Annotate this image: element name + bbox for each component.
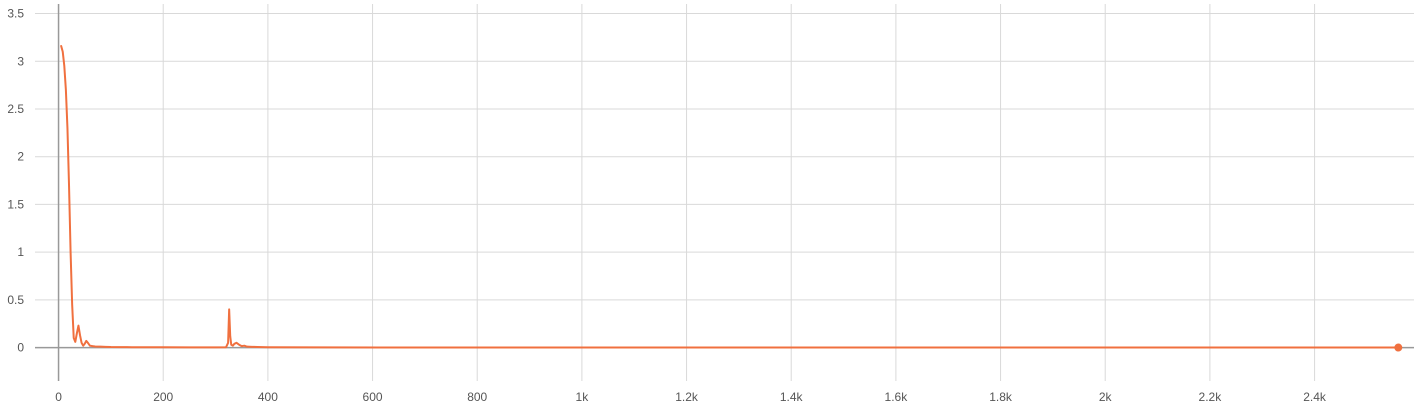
y-tick-label: 3.5 [7, 7, 24, 21]
y-tick-label: 2 [17, 150, 24, 164]
y-tick-label: 0.5 [7, 293, 24, 307]
x-tick-label: 2.4k [1303, 390, 1327, 404]
x-tick-label: 2k [1099, 390, 1113, 404]
series-end-marker [1394, 343, 1403, 352]
x-tick-label: 600 [363, 390, 383, 404]
x-tick-label: 400 [258, 390, 278, 404]
y-tick-label: 3 [17, 54, 24, 68]
axis-layer [35, 4, 1414, 381]
loss-series-line [60, 44, 1400, 349]
x-tick-label: 1.2k [675, 390, 699, 404]
x-tick-label: 800 [467, 390, 487, 404]
tick-label-layer: 0 0.5 1 1.5 2 2.5 3 3.5 0 200 400 600 800 1k 1.2k 1.4k 1… [7, 7, 1327, 404]
y-tick-label: 1 [17, 245, 24, 259]
x-tick-label: 1k [576, 390, 590, 404]
x-tick-label: 200 [153, 390, 173, 404]
x-tick-label: 1.8k [989, 390, 1013, 404]
y-tick-label: 2.5 [7, 102, 24, 116]
y-tick-label: 0 [17, 341, 24, 355]
x-tick-label: 1.4k [780, 390, 804, 404]
x-tick-label: 0 [55, 390, 62, 404]
series-layer [60, 44, 1403, 352]
grid-layer [35, 4, 1414, 381]
x-tick-label: 2.2k [1199, 390, 1223, 404]
x-tick-label: 1.6k [885, 390, 909, 404]
y-tick-label: 1.5 [7, 197, 24, 211]
